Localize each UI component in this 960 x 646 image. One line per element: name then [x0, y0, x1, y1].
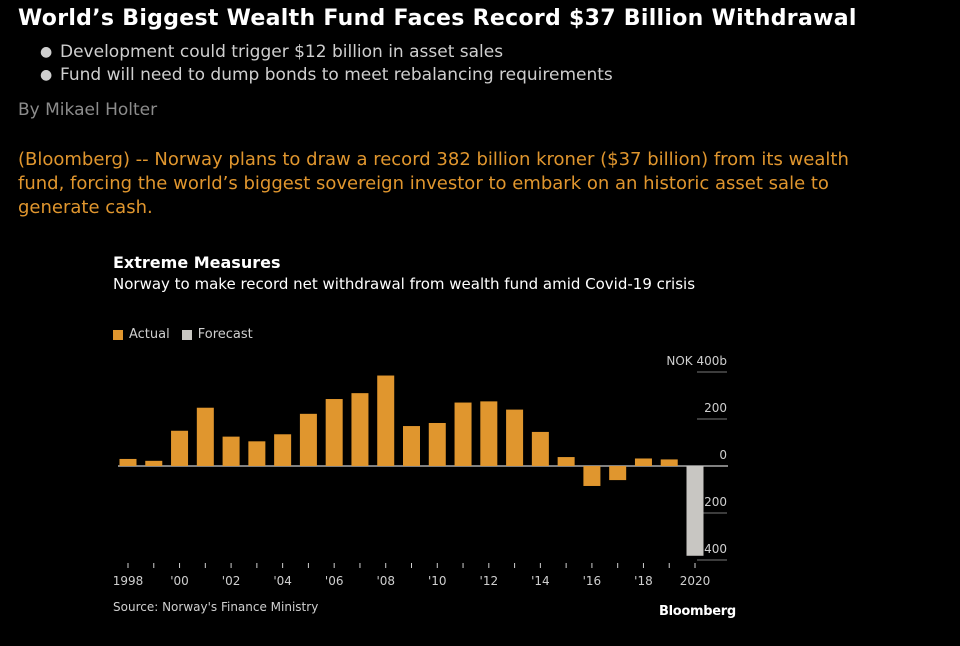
y-tick-label: 200 [704, 401, 727, 415]
legend-item-actual: Actual [113, 327, 170, 342]
bar-2001 [196, 407, 214, 466]
bullet-text: Fund will need to dump bonds to meet reb… [60, 65, 613, 85]
bar-2000 [171, 430, 189, 466]
bar-2018 [634, 458, 652, 466]
bar-2020 [686, 466, 704, 556]
bar-1998 [119, 458, 137, 466]
bar-2010 [428, 422, 446, 466]
bar-2007 [351, 393, 369, 466]
article-body: (Bloomberg) -- Norway plans to draw a re… [18, 149, 849, 218]
bar-2012 [480, 401, 498, 466]
legend-swatch-forecast [181, 329, 192, 340]
legend-label-actual: Actual [129, 327, 170, 342]
article-headline: World’s Biggest Wealth Fund Faces Record… [18, 6, 857, 31]
y-tick-label: -200 [700, 495, 727, 509]
bar-2015 [557, 457, 575, 466]
bar-2017 [609, 466, 627, 481]
x-tick-label: '06 [325, 574, 344, 588]
summary-bullet: ● Fund will need to dump bonds to meet re… [40, 64, 613, 87]
bullet-dot-icon: ● [40, 67, 53, 83]
x-tick-label: '00 [170, 574, 189, 588]
legend-swatch-actual [113, 329, 123, 340]
bullet-dot-icon: ● [40, 44, 53, 60]
x-tick-label: 2020 [680, 574, 711, 588]
bar-2002 [222, 436, 240, 466]
legend-label-forecast: Forecast [197, 327, 253, 342]
x-tick-label: '18 [634, 574, 653, 588]
x-tick-label: '08 [376, 574, 395, 588]
bar-2014 [531, 431, 549, 466]
byline[interactable]: By Mikael Holter [18, 100, 158, 120]
bar-2008 [377, 375, 395, 466]
bar-1999 [145, 460, 163, 466]
bar-2004 [274, 434, 292, 466]
chart-subtitle: Norway to make record net withdrawal fro… [113, 275, 696, 293]
x-tick-label: '14 [531, 574, 550, 588]
x-tick-label: '02 [222, 574, 241, 588]
x-tick-label: '10 [428, 574, 447, 588]
chart-source: Source: Norway's Finance Ministry [113, 600, 319, 614]
y-tick-label: NOK 400b [666, 354, 727, 368]
bar-2009 [403, 426, 420, 466]
legend-item-forecast: Forecast [181, 327, 253, 342]
x-tick-label: '16 [583, 574, 602, 588]
bloomberg-logo: Bloomberg [659, 604, 736, 619]
x-tick-label: 1998 [113, 574, 144, 588]
y-tick-label: 0 [719, 448, 727, 462]
bar-2005 [299, 413, 317, 466]
summary-bullets: ● Development could trigger $12 billion i… [40, 41, 613, 87]
bar-2013 [506, 409, 524, 466]
x-tick-label: '12 [480, 574, 499, 588]
x-tick-label: '04 [273, 574, 292, 588]
bar-2011 [454, 402, 472, 466]
y-tick-label: -400 [700, 542, 727, 556]
chart-legend: Actual Forecast [113, 327, 265, 342]
bar-2006 [325, 399, 343, 466]
bar-2016 [583, 466, 601, 486]
bar-2019 [660, 459, 678, 466]
summary-bullet: ● Development could trigger $12 billion i… [40, 41, 613, 64]
chart-title: Extreme Measures [113, 253, 281, 272]
bullet-text: Development could trigger $12 billion in… [60, 42, 504, 62]
bar-2003 [248, 441, 266, 466]
